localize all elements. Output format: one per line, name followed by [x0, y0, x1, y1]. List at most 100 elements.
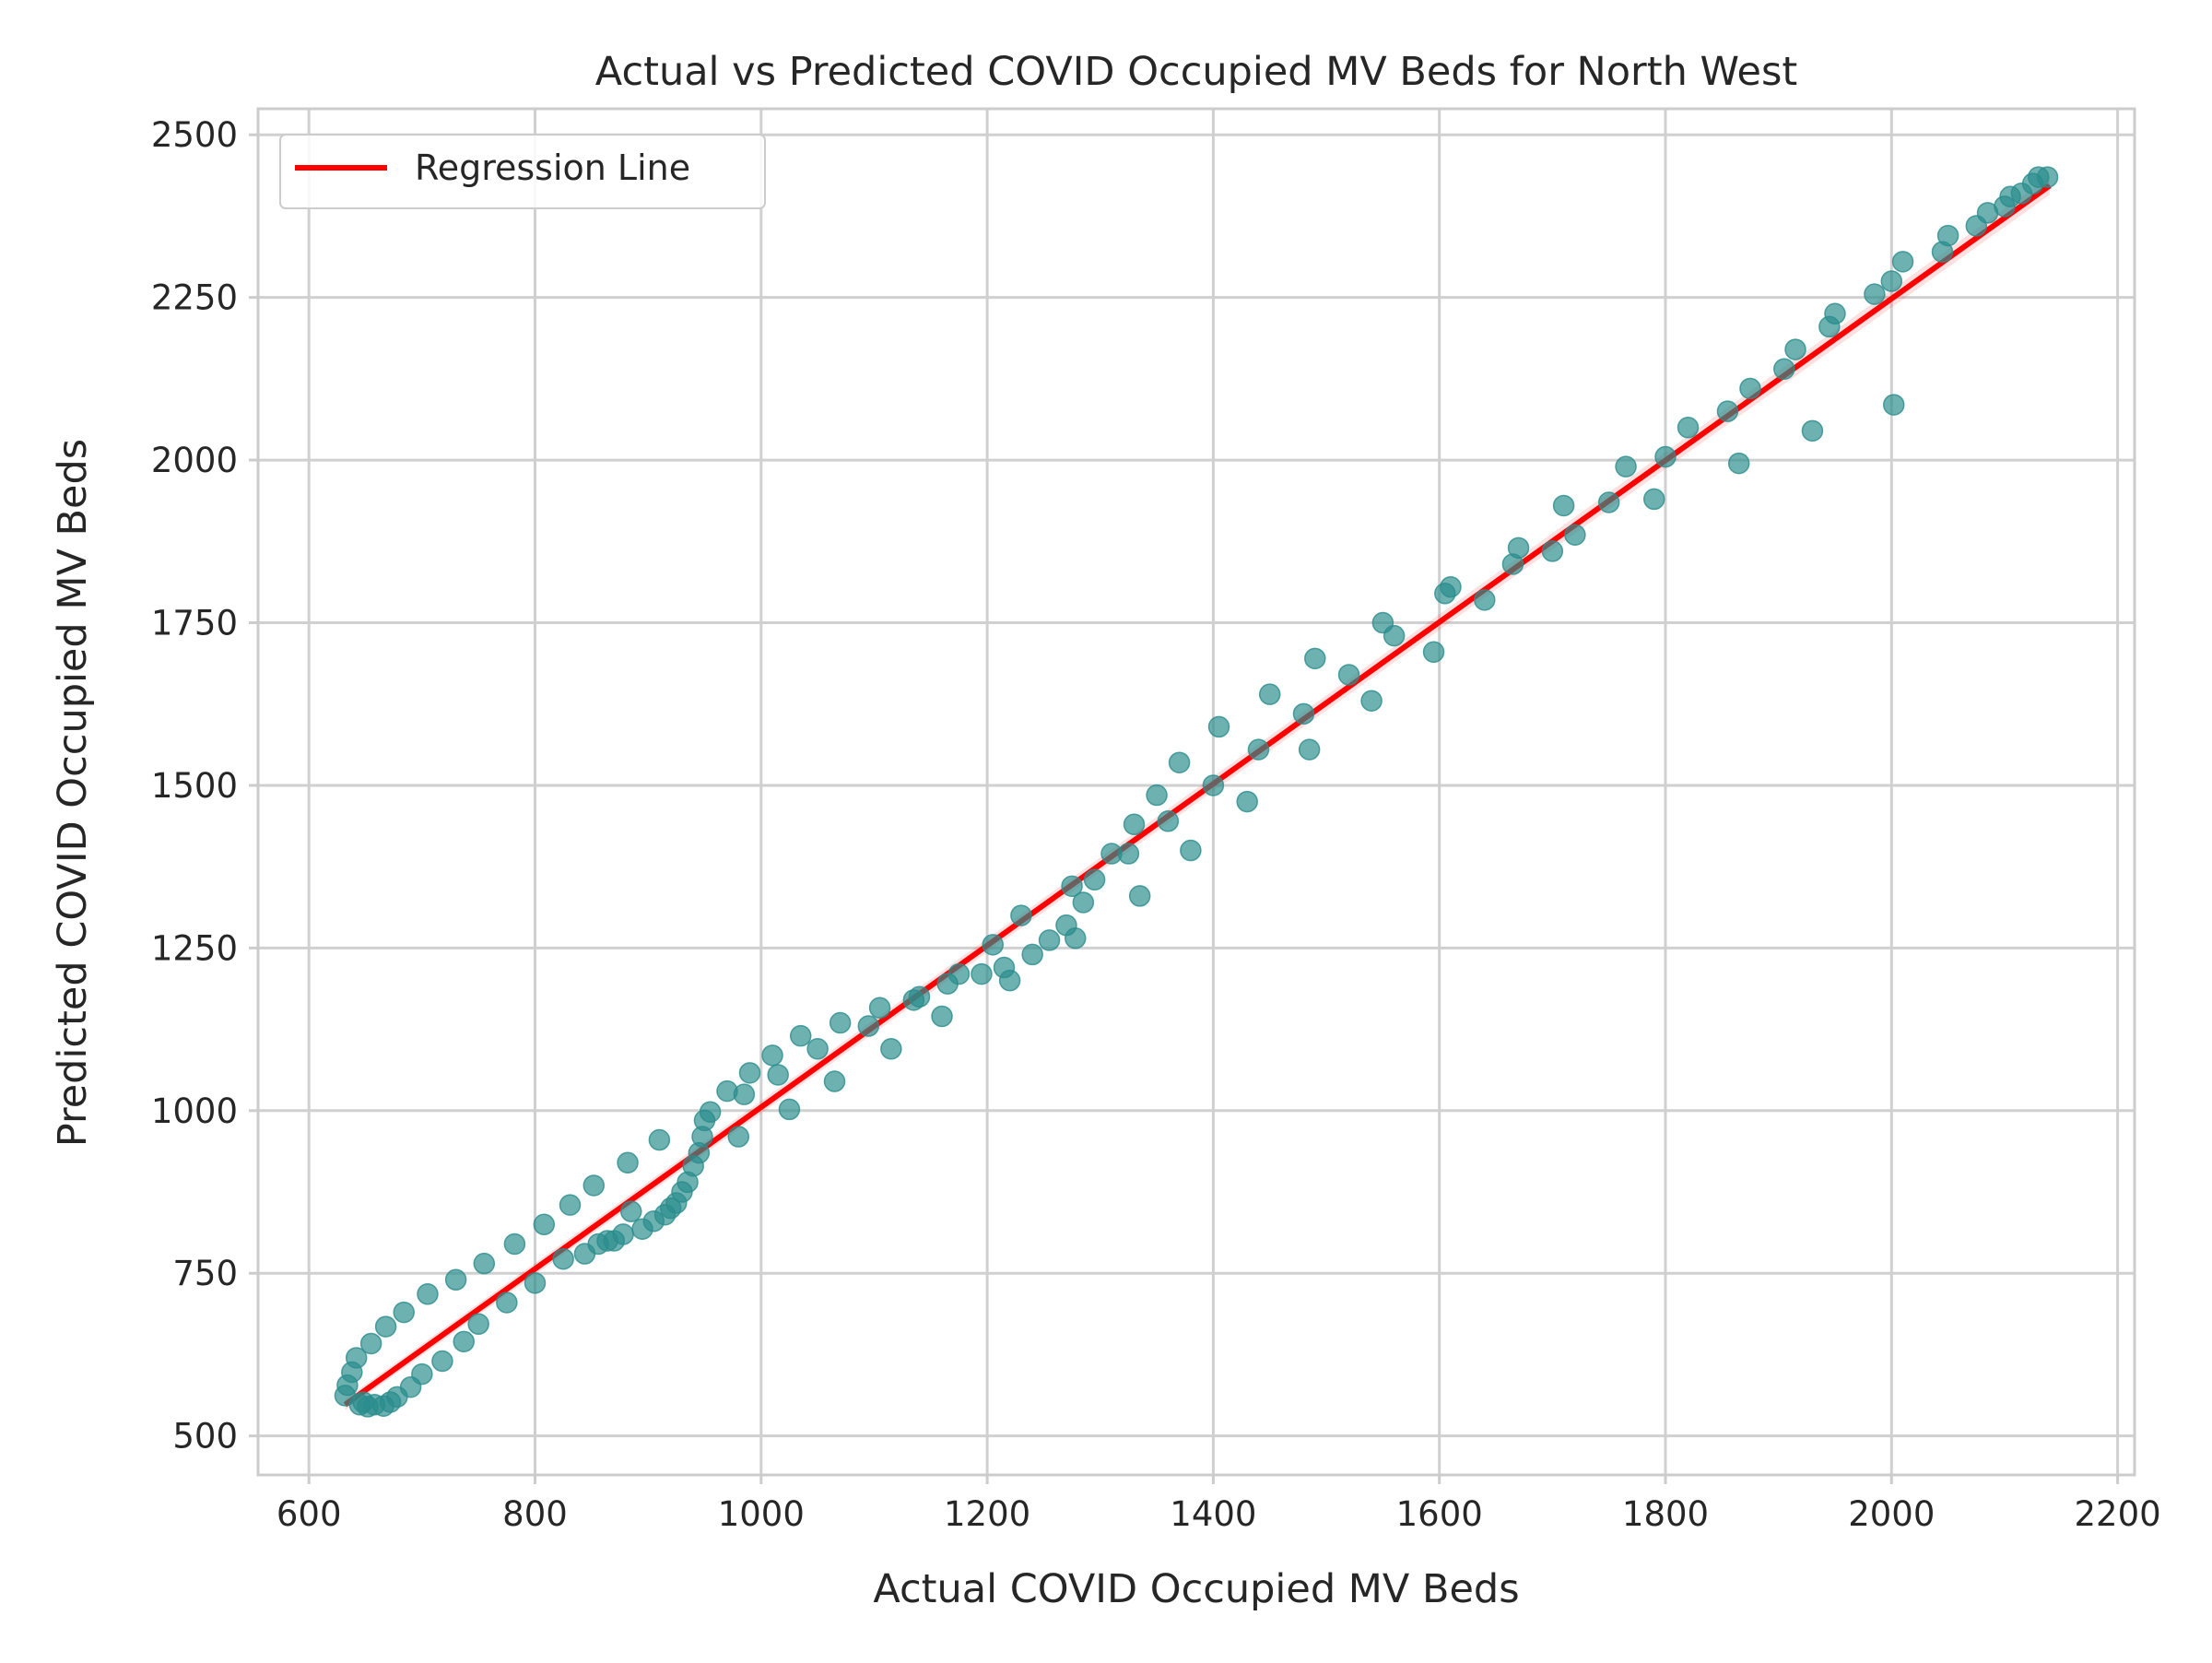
data-point: [971, 962, 993, 985]
data-point: [1128, 885, 1151, 907]
data-point: [417, 1283, 439, 1305]
x-axis-title: Actual COVID Occupied MV Beds: [873, 1566, 1519, 1612]
legend-box: [279, 134, 766, 209]
data-point: [1552, 494, 1575, 517]
data-point: [444, 1268, 467, 1291]
data-point: [778, 1098, 801, 1121]
data-point: [1880, 270, 1903, 292]
data-point: [473, 1252, 496, 1275]
data-point: [1773, 358, 1795, 381]
data-point: [908, 985, 931, 1008]
x-tick-label: 800: [502, 1494, 568, 1534]
data-point: [533, 1213, 556, 1236]
data-point: [1061, 875, 1083, 898]
data-point: [1202, 774, 1225, 796]
data-point: [868, 997, 891, 1020]
data-point: [1801, 419, 1824, 442]
data-point: [393, 1301, 415, 1324]
x-tick-label: 600: [276, 1494, 342, 1534]
data-point: [1168, 751, 1191, 773]
data-point: [1258, 683, 1281, 705]
data-point: [1304, 647, 1326, 670]
data-point: [1541, 540, 1564, 562]
data-point: [1292, 702, 1315, 725]
data-point: [1207, 715, 1230, 738]
data-point: [1157, 810, 1180, 832]
y-axis-title: Predicted COVID Occupied MV Beds: [50, 439, 96, 1147]
data-point: [1654, 445, 1677, 468]
data-point: [931, 1005, 953, 1028]
data-point: [467, 1313, 489, 1336]
data-point: [738, 1062, 761, 1084]
data-point: [612, 1223, 634, 1245]
data-point: [619, 1200, 642, 1222]
x-tick-label: 1200: [944, 1494, 1030, 1534]
data-point: [524, 1272, 547, 1294]
data-point: [1784, 338, 1806, 360]
data-point: [1474, 589, 1496, 611]
data-point: [552, 1247, 574, 1270]
data-point: [559, 1194, 582, 1216]
data-point: [1642, 488, 1665, 511]
x-tick-label: 1400: [1170, 1494, 1256, 1534]
data-point: [411, 1362, 433, 1386]
data-point: [453, 1330, 475, 1353]
y-tick-label: 1000: [151, 1091, 238, 1131]
data-point: [1891, 251, 1914, 273]
data-point: [617, 1151, 639, 1174]
data-point: [1677, 417, 1700, 439]
data-point: [1236, 790, 1258, 813]
data-point: [2036, 166, 2059, 188]
x-tick-label: 1800: [1622, 1494, 1709, 1534]
data-point: [829, 1011, 852, 1034]
data-point: [1883, 394, 1905, 416]
data-point: [648, 1128, 671, 1151]
data-point: [767, 1064, 789, 1086]
chart-title: Actual vs Predicted COVID Occupied MV Be…: [595, 49, 1797, 95]
data-point: [1824, 302, 1846, 325]
data-point: [982, 934, 1004, 956]
data-point: [1123, 813, 1146, 836]
plot-frame: [256, 107, 2136, 1477]
data-point: [1298, 738, 1321, 761]
data-point: [1739, 377, 1761, 400]
data-point: [1615, 455, 1637, 478]
data-point: [857, 1015, 880, 1037]
data-point: [998, 969, 1021, 992]
data-point: [345, 1347, 368, 1369]
y-tick-label: 2250: [151, 278, 238, 318]
y-tick-label: 1500: [151, 766, 238, 806]
data-point: [1021, 943, 1043, 966]
data-point: [1038, 929, 1061, 951]
y-tick-label: 750: [172, 1254, 238, 1293]
data-point: [733, 1083, 756, 1105]
data-point: [1010, 904, 1032, 926]
data-point: [1360, 690, 1382, 712]
data-point: [699, 1101, 722, 1123]
y-tick-label: 500: [172, 1417, 238, 1457]
data-point: [789, 1024, 812, 1047]
data-point: [1727, 452, 1750, 475]
data-point: [727, 1126, 750, 1148]
x-tick-label: 2000: [1848, 1494, 1935, 1534]
data-point: [1936, 224, 1959, 247]
x-tick-label: 2200: [2075, 1494, 2161, 1534]
data-point: [1716, 400, 1739, 422]
data-point: [1083, 868, 1106, 891]
data-point: [1507, 537, 1530, 560]
legend-label-regression-line: Regression Line: [415, 147, 690, 188]
data-point: [1117, 843, 1140, 865]
x-tick-label: 1000: [718, 1494, 805, 1534]
data-point: [947, 962, 971, 985]
data-point: [431, 1350, 453, 1373]
y-tick-label: 1250: [151, 928, 238, 968]
y-tick-label: 1750: [151, 604, 238, 643]
data-point: [1072, 891, 1095, 914]
data-point: [823, 1070, 846, 1092]
y-tick-label: 2000: [151, 441, 238, 480]
x-tick-label: 1600: [1396, 1494, 1483, 1534]
data-point: [1382, 624, 1406, 647]
data-point: [374, 1315, 397, 1338]
